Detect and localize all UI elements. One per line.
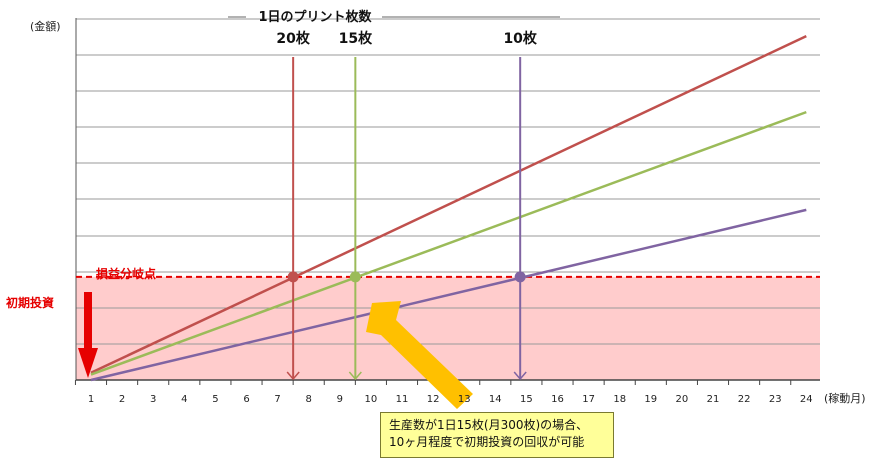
x-tick-label: 7: [274, 394, 280, 405]
drop-line-label: 20枚: [276, 30, 310, 47]
break-even-points: [287, 271, 526, 283]
break-even-label: 損益分岐点: [96, 266, 156, 281]
x-tick-label: 1: [88, 394, 94, 405]
x-tick-labels: 1 2 3 4 5 6 7 8 9 10 11 12 13 14 15 16 17 18 19 20 21 22 23 24: [88, 394, 813, 405]
callout-line-1: 生産数が1日15枚(月300枚)の場合、: [389, 418, 589, 432]
x-tick-label: 9: [337, 394, 343, 405]
break-even-point: [287, 271, 299, 283]
x-tick-label: 22: [738, 394, 751, 405]
header-label: 1日のプリント枚数: [258, 9, 372, 25]
x-tick-label: 15: [520, 394, 533, 405]
callout-arrow: [366, 301, 473, 409]
x-tick-label: 2: [119, 394, 125, 405]
x-tick-label: 8: [306, 394, 312, 405]
arrow-shaft: [84, 292, 92, 350]
initial-investment-label: 初期投資: [6, 295, 54, 310]
x-tick-label: 23: [769, 394, 782, 405]
x-tick-label: 19: [644, 394, 657, 405]
x-tick-label: 18: [613, 394, 626, 405]
drop-line-label: 10枚: [503, 30, 537, 47]
x-tick-marks: [74, 380, 792, 385]
drop-arrowhead: [348, 371, 362, 381]
x-tick-label: 3: [150, 394, 156, 405]
drop-line-labels: 20枚 15枚 10枚: [276, 30, 538, 47]
x-tick-label: 14: [489, 394, 502, 405]
arrow-head: [78, 348, 98, 378]
series-lines: [90, 34, 807, 382]
x-tick-label: 21: [707, 394, 720, 405]
drop-arrowhead: [286, 371, 300, 381]
x-tick-label: 24: [800, 394, 813, 405]
break-even-point: [349, 271, 361, 283]
drop-line-label: 15枚: [339, 30, 373, 47]
series-line-prints_15: [90, 110, 807, 376]
x-tick-label: 10: [365, 394, 378, 405]
callout-line-2: 10ヶ月程度で初期投資の回収が可能: [389, 435, 585, 449]
x-tick-label: 13: [458, 394, 471, 405]
series-line-prints_10: [90, 208, 807, 382]
callout-arrow-shape: [366, 301, 473, 409]
initial-investment-arrow: [78, 292, 98, 378]
x-tick-label: 17: [582, 394, 595, 405]
x-tick-label: 16: [551, 394, 564, 405]
x-axis-label: (稼動月): [824, 391, 866, 405]
x-tick-label: 11: [396, 394, 409, 405]
drop-lines: [286, 57, 527, 381]
y-axis-label: (金額): [30, 19, 61, 33]
callout-box: 生産数が1日15枚(月300枚)の場合、 10ヶ月程度で初期投資の回収が可能: [380, 412, 614, 458]
break-even-point: [514, 271, 526, 283]
x-tick-label: 5: [212, 394, 218, 405]
x-tick-label: 20: [676, 394, 689, 405]
x-tick-label: 4: [181, 394, 187, 405]
drop-arrowhead: [513, 371, 527, 381]
series-line-prints_20: [90, 34, 807, 374]
x-tick-label: 6: [243, 394, 249, 405]
x-tick-label: 12: [427, 394, 440, 405]
